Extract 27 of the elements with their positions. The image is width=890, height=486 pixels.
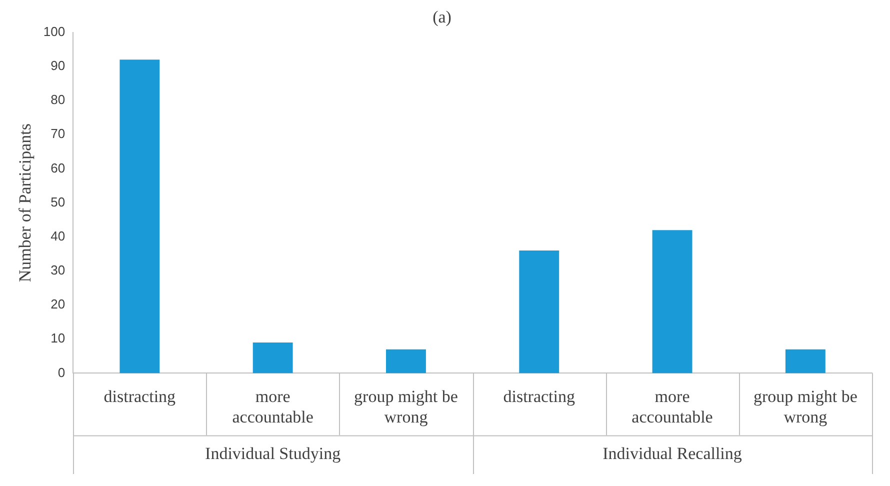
y-tick-label: 20 [50, 296, 66, 312]
y-tick-label: 50 [50, 194, 66, 210]
y-tick-label: 40 [50, 228, 66, 244]
text: Individual Studying [205, 444, 342, 464]
bar [386, 349, 426, 374]
chart-title: (a) [432, 8, 452, 27]
y-tick-label: 10 [50, 330, 66, 346]
y-axis-title: Number of Participants [16, 123, 35, 282]
bar [519, 250, 560, 374]
y-tick-label: 60 [50, 160, 66, 176]
y-tick-label: 80 [50, 92, 66, 108]
y-tick-label: 70 [50, 126, 66, 142]
x-tick-label: more accountable [632, 386, 713, 426]
x-tick-label: distracting [503, 386, 576, 406]
x-tick-label: group might be wrong [354, 386, 458, 426]
text: Individual Recalling [602, 444, 742, 464]
bar [120, 60, 160, 374]
y-tick-label: 90 [50, 58, 66, 74]
x-tick-label: distracting [104, 386, 176, 406]
x-tick-label: more accountable [232, 386, 314, 426]
y-tick-label: 30 [50, 262, 66, 278]
bar [652, 230, 692, 374]
y-tick-label: 100 [43, 24, 66, 39]
y-tick-label: 0 [58, 364, 66, 380]
bar [785, 349, 826, 374]
x-tick-label: group might be wrong [753, 386, 858, 426]
bar [252, 342, 293, 374]
